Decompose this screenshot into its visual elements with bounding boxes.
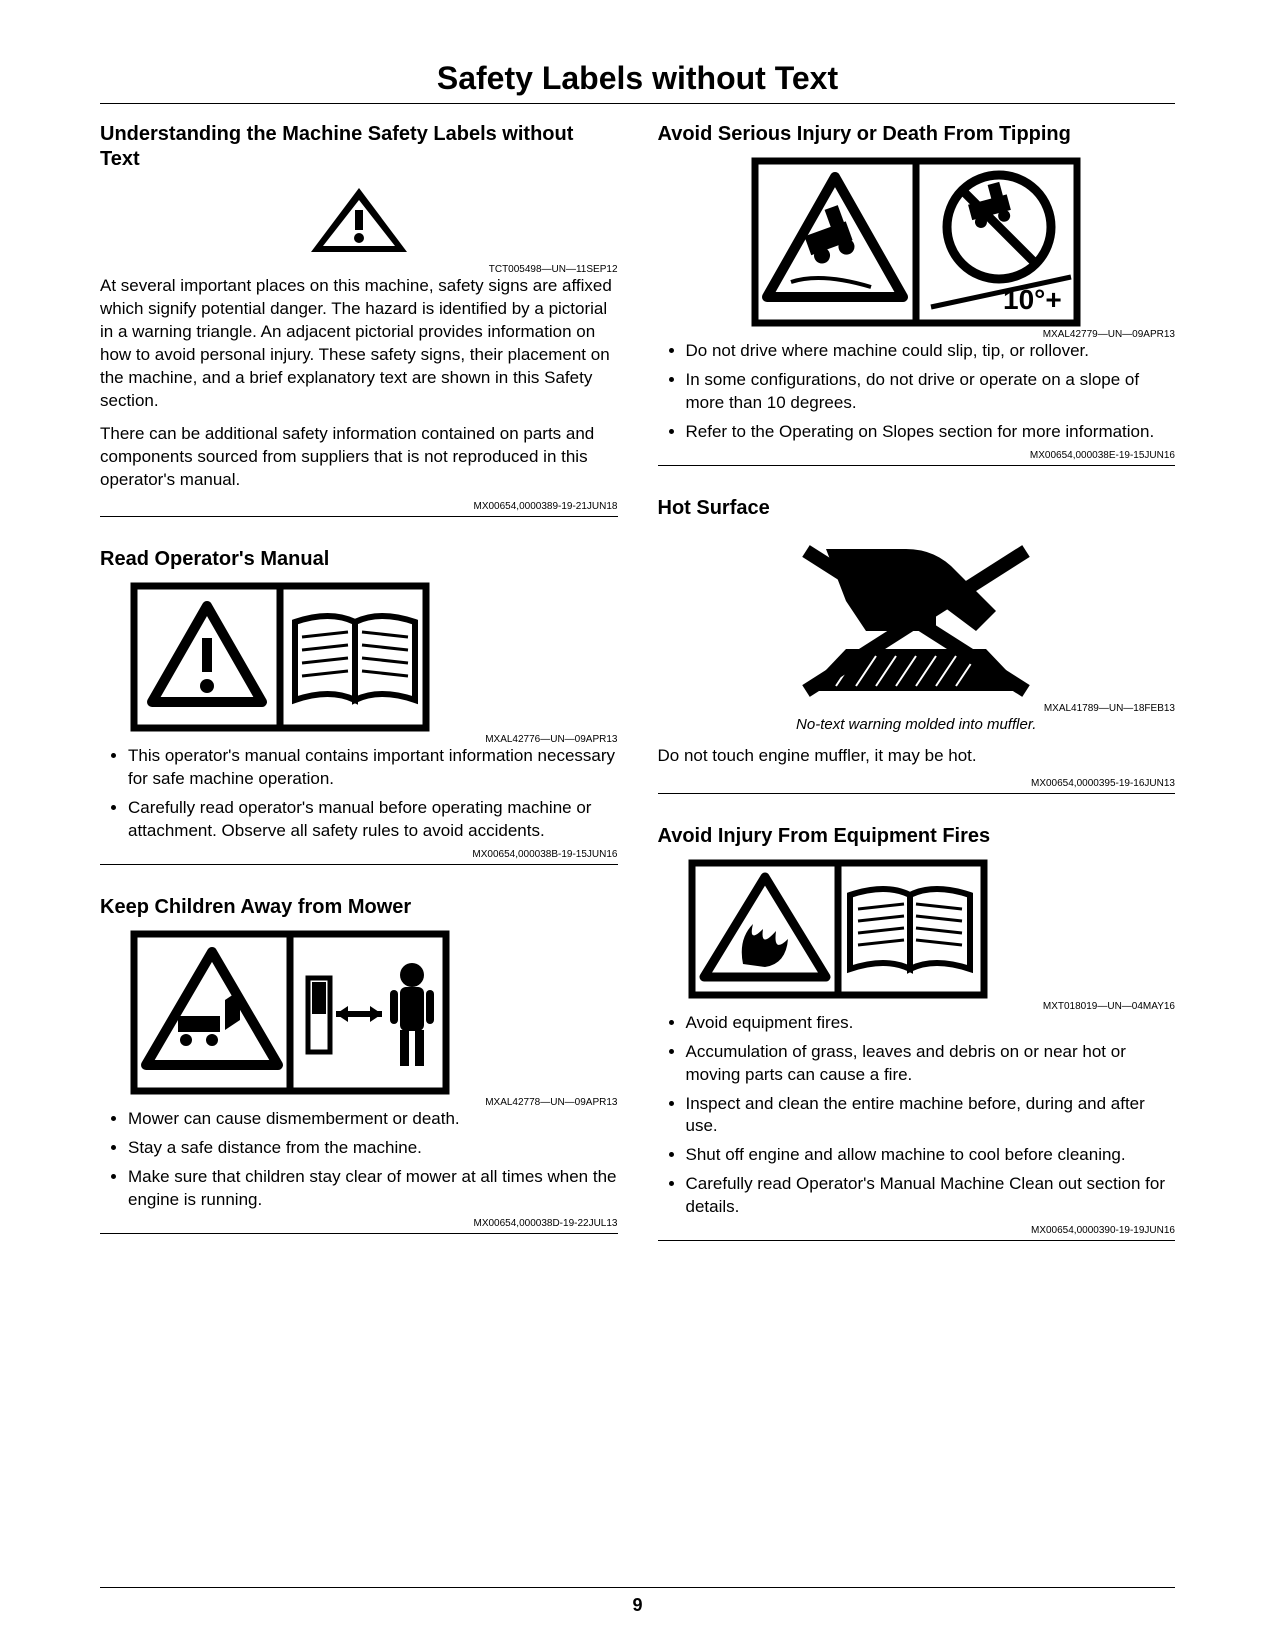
bullet: Carefully read operator's manual before … (128, 797, 618, 843)
bullets-fires: Avoid equipment fires. Accumulation of g… (658, 1012, 1176, 1220)
children-label-icon (130, 930, 450, 1095)
para-understanding-1: At several important places on this mach… (100, 275, 618, 413)
caption-hot: No-text warning molded into muffler. (658, 716, 1176, 733)
bullet: Mower can cause dismemberment or death. (128, 1108, 618, 1131)
section-fires: Avoid Injury From Equipment Fires (658, 824, 1176, 1242)
bullet: Inspect and clean the entire machine bef… (686, 1093, 1176, 1139)
divider (100, 1233, 618, 1234)
right-column: Avoid Serious Injury or Death From Tippi… (658, 122, 1176, 1241)
warning-triangle-icon (299, 182, 419, 262)
para-hot: Do not touch engine muffler, it may be h… (658, 745, 1176, 768)
section-read-manual: Read Operator's Manual (100, 547, 618, 865)
sec-code-hot: MX00654,0000395-19-16JUN13 (658, 778, 1176, 789)
section-tipping: Avoid Serious Injury or Death From Tippi… (658, 122, 1176, 466)
bullet: Accumulation of grass, leaves and debris… (686, 1041, 1176, 1087)
bullets-read-manual: This operator's manual contains importan… (100, 745, 618, 843)
heading-understanding: Understanding the Machine Safety Labels … (100, 122, 618, 172)
sec-code-children: MX00654,000038D-19-22JUL13 (100, 1218, 618, 1229)
svg-text:10°+: 10°+ (1003, 284, 1062, 315)
section-hot: Hot Surface (658, 496, 1176, 794)
figure-fires (658, 859, 1176, 999)
heading-tipping: Avoid Serious Injury or Death From Tippi… (658, 122, 1176, 147)
para-understanding-2: There can be additional safety informati… (100, 423, 618, 492)
section-children: Keep Children Away from Mower (100, 895, 618, 1234)
divider (658, 1240, 1176, 1241)
bullets-children: Mower can cause dismemberment or death. … (100, 1108, 618, 1212)
img-code-tipping: MXAL42779—UN—09APR13 (658, 329, 1176, 340)
divider (100, 516, 618, 517)
divider (658, 465, 1176, 466)
heading-read-manual: Read Operator's Manual (100, 547, 618, 572)
page-title: Safety Labels without Text (100, 60, 1175, 97)
bullet: Avoid equipment fires. (686, 1012, 1176, 1035)
fires-label-icon (688, 859, 988, 999)
heading-children: Keep Children Away from Mower (100, 895, 618, 920)
left-column: Understanding the Machine Safety Labels … (100, 122, 618, 1241)
columns: Understanding the Machine Safety Labels … (100, 122, 1175, 1241)
sec-code-fires: MX00654,0000390-19-19JUN16 (658, 1225, 1176, 1236)
footer-rule (100, 1587, 1175, 1588)
img-code-hot: MXAL41789—UN—18FEB13 (658, 703, 1176, 714)
figure-warning-triangle (100, 182, 618, 262)
divider (658, 793, 1176, 794)
figure-tipping: 10°+ (658, 157, 1176, 327)
bullet: In some configurations, do not drive or … (686, 369, 1176, 415)
bullet: Shut off engine and allow machine to coo… (686, 1144, 1176, 1167)
bullet: Do not drive where machine could slip, t… (686, 340, 1176, 363)
bullet: Carefully read Operator's Manual Machine… (686, 1173, 1176, 1219)
bullet: This operator's manual contains importan… (128, 745, 618, 791)
sec-code-understanding: MX00654,0000389-19-21JUN18 (100, 501, 618, 512)
bullet: Make sure that children stay clear of mo… (128, 1166, 618, 1212)
page-number: 9 (0, 1595, 1275, 1616)
read-manual-label-icon (130, 582, 430, 732)
sec-code-tipping: MX00654,000038E-19-15JUN16 (658, 450, 1176, 461)
figure-read-manual (100, 582, 618, 732)
bullet: Stay a safe distance from the machine. (128, 1137, 618, 1160)
tipping-label-icon: 10°+ (751, 157, 1081, 327)
img-code-fires: MXT018019—UN—04MAY16 (658, 1001, 1176, 1012)
img-code-understanding: TCT005498—UN—11SEP12 (100, 264, 618, 275)
figure-hot (658, 531, 1176, 701)
img-code-read-manual: MXAL42776—UN—09APR13 (100, 734, 618, 745)
bullets-tipping: Do not drive where machine could slip, t… (658, 340, 1176, 444)
bullet: Refer to the Operating on Slopes section… (686, 421, 1176, 444)
heading-fires: Avoid Injury From Equipment Fires (658, 824, 1176, 849)
hot-surface-icon (786, 531, 1046, 701)
heading-hot: Hot Surface (658, 496, 1176, 521)
top-rule (100, 103, 1175, 104)
section-understanding: Understanding the Machine Safety Labels … (100, 122, 618, 517)
img-code-children: MXAL42778—UN—09APR13 (100, 1097, 618, 1108)
divider (100, 864, 618, 865)
sec-code-read-manual: MX00654,000038B-19-15JUN16 (100, 849, 618, 860)
figure-children (100, 930, 618, 1095)
